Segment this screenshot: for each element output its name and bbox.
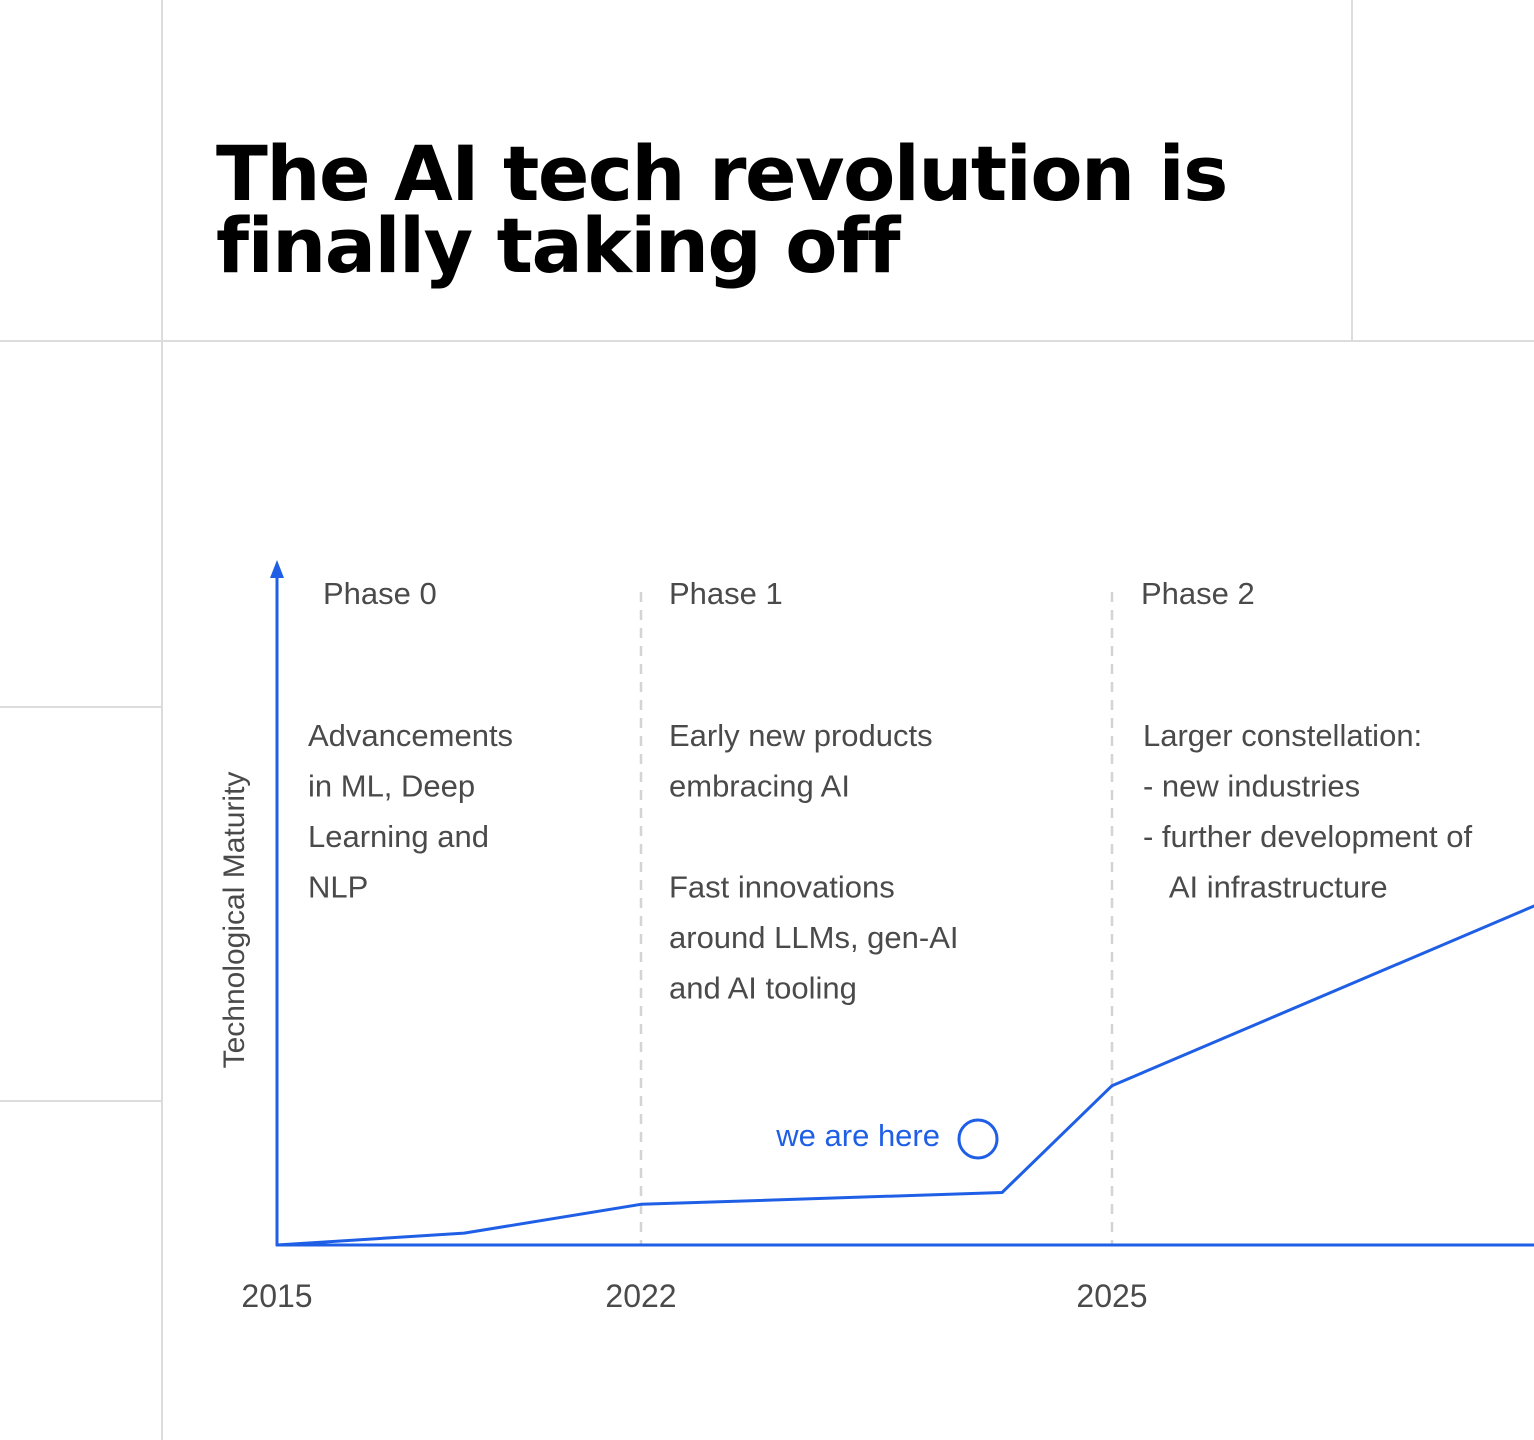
phase-2-description-line: Larger constellation: bbox=[1143, 718, 1422, 753]
phase-1-description-line: Early new products bbox=[669, 718, 933, 753]
phase-description-2: Larger constellation: - new industries - f… bbox=[1143, 718, 1473, 905]
y-axis-title: Technological Maturity bbox=[218, 772, 251, 1069]
phase-1-description-line: around LLMs, gen-AI bbox=[669, 920, 959, 955]
phase-0-description-line: NLP bbox=[308, 870, 368, 905]
frame-right-line bbox=[1351, 0, 1353, 340]
chart-axes bbox=[270, 560, 1534, 1247]
frame-left-tick-upper bbox=[0, 706, 162, 708]
phase-description-0: Advancements in ML, Deep Learning and NLP bbox=[308, 718, 513, 905]
frame-left-line bbox=[161, 0, 163, 1440]
title-line-1: The AI tech revolution is bbox=[216, 129, 1228, 218]
phase-label-0: Phase 0 bbox=[323, 576, 437, 611]
title-line-2: finally taking off bbox=[216, 201, 901, 290]
we-are-here-marker-icon bbox=[957, 1118, 999, 1160]
phase-label-2: Phase 2 bbox=[1141, 576, 1255, 611]
x-tick-label-2015: 2015 bbox=[241, 1278, 312, 1314]
y-axis-arrow-icon bbox=[270, 560, 284, 578]
x-tick-label-2025: 2025 bbox=[1076, 1278, 1147, 1314]
phase-description-1: Early new products embracing AI Fast inno… bbox=[669, 718, 959, 1006]
chart-labels: Technological Maturity 2015 2022 2025 Phase … bbox=[218, 576, 1473, 1314]
phase-1-description-line: and AI tooling bbox=[669, 971, 857, 1006]
phase-0-description-line: in ML, Deep bbox=[308, 769, 475, 804]
chart-series bbox=[275, 904, 1534, 1247]
frame-left-tick-lower bbox=[0, 1100, 162, 1102]
phase-2-description-line: - further development of bbox=[1143, 819, 1473, 854]
x-tick-label-2022: 2022 bbox=[605, 1278, 676, 1314]
phase-dividers bbox=[639, 592, 1114, 1245]
phase-1-description-line: embracing AI bbox=[669, 769, 850, 804]
we-are-here-label: we are here bbox=[775, 1118, 940, 1153]
phase-1-description-line bbox=[669, 819, 678, 854]
phase-1-description-line: Fast innovations bbox=[669, 870, 895, 905]
phase-2-description-line: AI infrastructure bbox=[1143, 870, 1388, 905]
page-title: The AI tech revolution is finally taking… bbox=[216, 129, 1316, 290]
phase-2-description-line: - new industries bbox=[1143, 769, 1360, 804]
phase-0-description-line: Advancements bbox=[308, 718, 513, 753]
series-line-0 bbox=[275, 904, 1534, 1247]
phase-0-description-line: Learning and bbox=[308, 819, 489, 854]
phase-label-1: Phase 1 bbox=[669, 576, 783, 611]
frame-horizontal-line bbox=[0, 340, 1534, 342]
